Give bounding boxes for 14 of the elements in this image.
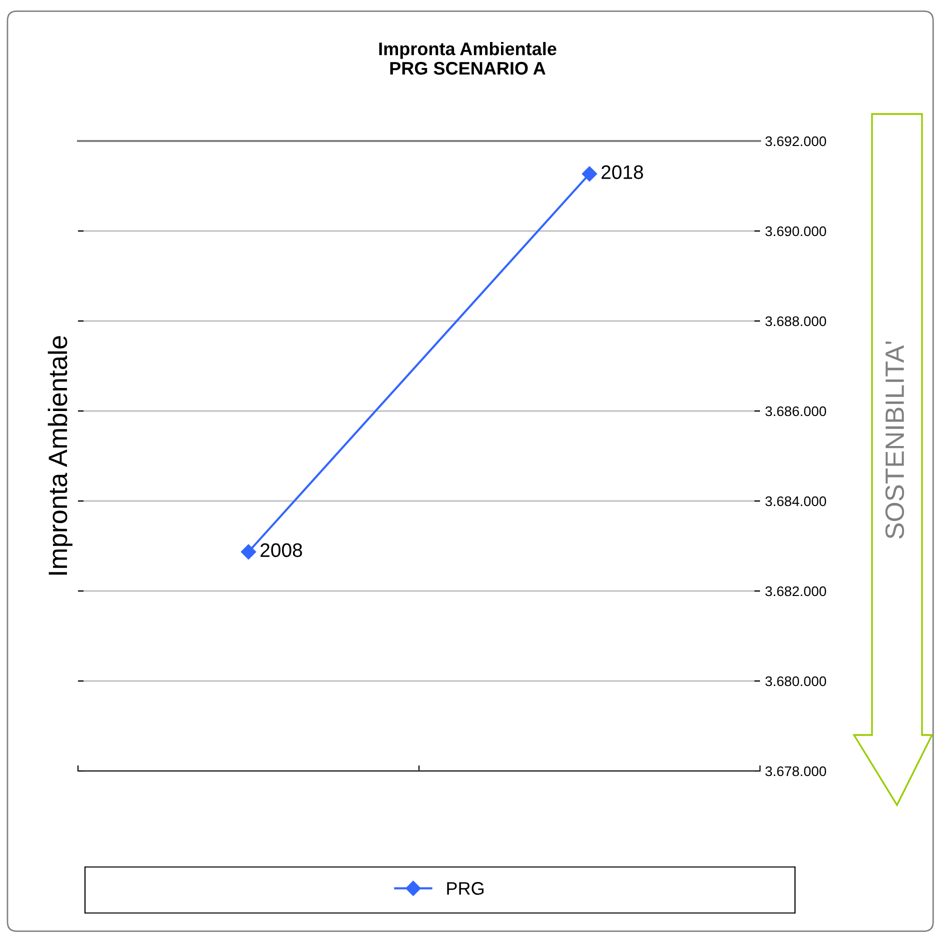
y-tick-label: 3.690.000 [765,226,826,236]
chart-title: Impronta Ambientale PRG SCENARIO A [379,42,556,75]
y-tick-label: 3.682.000 [765,586,826,596]
legend-label: PRG [447,882,484,895]
y-tick-label: 3.692.000 [765,136,826,146]
y-tick-label: 3.686.000 [765,406,826,416]
y-axis-title: Impronta Ambientale [48,336,72,575]
y-tick-label: 3.684.000 [765,496,826,506]
y-tick-label: 3.688.000 [765,316,826,326]
y-tick-label: 3.678.000 [765,766,826,776]
text: SOSTENIBILITA' [885,342,904,539]
annotation: 2008 [260,543,302,558]
y-tick-label: 3.680.000 [765,676,826,686]
annotation: 2018 [602,165,644,180]
